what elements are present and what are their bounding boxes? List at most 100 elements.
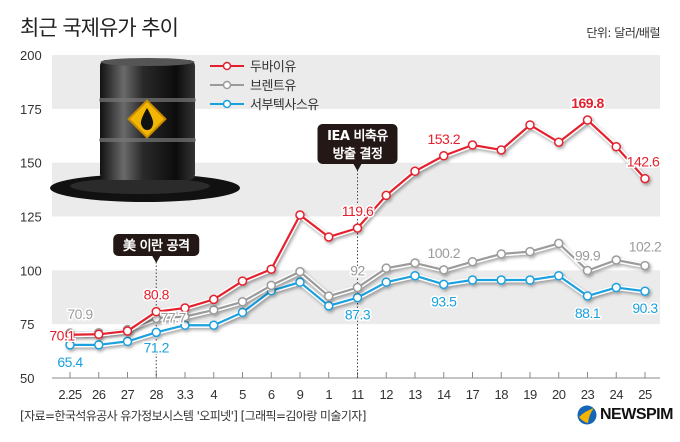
data-point [611,255,621,265]
data-point [65,329,75,340]
data-point [582,291,593,301]
data-point [352,282,363,293]
data-label: 99.9 [575,248,601,264]
data-label: 100.2 [427,245,460,261]
data-point [237,276,248,286]
data-point [410,166,420,177]
data-point [640,173,650,184]
data-point [151,327,161,338]
data-point [467,256,478,267]
annotation-text: 방출 결정 [333,146,383,162]
data-label: 65.4 [57,354,83,370]
data-label: 92 [350,263,365,279]
data-point [439,265,449,275]
annotation-text: IEA 비축유 [327,128,388,144]
data-point [180,303,190,313]
data-point [640,260,650,271]
logo-text: NEWSPIM [600,406,673,423]
data-label: 102.2 [629,239,662,255]
x-tick-label: 9 [297,387,304,402]
annotation-text: 美 이란 공격 [123,238,189,254]
data-point [496,275,506,285]
data-point [324,232,334,242]
data-label: 119.6 [342,203,374,219]
legend-marker-icon [210,99,244,108]
annotation-box [317,124,398,164]
barrel-rib [99,138,196,142]
data-point [122,336,133,347]
data-point [209,320,219,330]
data-point [554,270,564,281]
data-point [352,292,363,303]
legend-marker-icon [210,61,244,70]
x-tick-label: 4 [210,387,217,402]
data-point [525,246,535,257]
data-label: 80.8 [144,287,170,303]
oil-puddle-shine [70,178,210,194]
data-point [324,301,334,311]
data-point [439,279,449,290]
data-point [94,329,104,340]
data-point [496,249,506,259]
y-tick-label: 150 [20,156,42,171]
data-label: 142.6 [627,154,660,170]
unit-label: 단위: 달러/배럴 [586,26,660,40]
legend-label: 두바이유 [250,60,296,75]
legend-item-brent: 브렌트유 [210,75,319,94]
oil-drop-icon [140,108,154,130]
data-point [209,305,219,315]
data-label: 87.3 [345,307,371,323]
data-point [381,263,391,273]
x-tick-label: 12 [380,387,394,402]
data-point [611,141,621,152]
data-point [496,145,506,155]
data-point [554,238,564,249]
x-tick-label: 1 [325,387,332,402]
data-point [467,140,478,150]
data-point [410,258,420,268]
y-tick-label: 125 [20,210,42,225]
y-tick-label: 50 [20,371,34,386]
data-point [237,307,248,318]
data-point [151,306,161,317]
data-point [266,264,276,275]
data-point [640,286,650,296]
x-tick-label: 13 [408,387,422,402]
x-tick-label: 23 [581,387,595,402]
data-point [381,277,391,287]
data-label: 93.5 [431,293,457,309]
legend-item-wti: 서부텍사스유 [210,94,319,113]
data-point [525,120,535,130]
data-label: 70.9 [67,306,93,322]
data-point [266,280,276,291]
x-tick-label: 25 [638,387,652,402]
x-tick-label: 27 [121,387,135,402]
data-point [237,297,248,307]
newspim-logo-icon [577,405,597,425]
data-point [554,137,564,147]
data-label: 70.1 [49,328,75,344]
data-point [65,340,75,350]
x-tick-label: 20 [552,387,566,402]
data-point [295,266,305,277]
legend-label: 서부텍사스유 [250,98,319,113]
annotation-box [113,234,200,256]
data-point [122,326,133,336]
data-label: 71.2 [144,339,170,355]
x-tick-label: 18 [495,387,509,402]
x-tick-label: 28 [150,387,164,402]
data-label: 88.1 [575,305,601,321]
source-credit: [자료=한국석유공사 유가정보시스템 '오피넷'] [그래픽=김아랑 미술기자] [20,409,366,423]
data-label: 90.3 [632,300,658,316]
y-tick-label: 100 [20,263,42,278]
x-tick-label: 5 [239,387,246,402]
y-tick-label: 175 [20,102,42,117]
annotation-pointer [353,164,362,171]
legend-marker-icon [210,80,244,89]
barrel-top [100,58,195,66]
oil-barrel-illustration [50,58,240,202]
y-tick-label: 75 [20,317,34,332]
legend-item-dubai: 두바이유 [210,56,319,75]
data-label: 77.7 [161,309,187,325]
